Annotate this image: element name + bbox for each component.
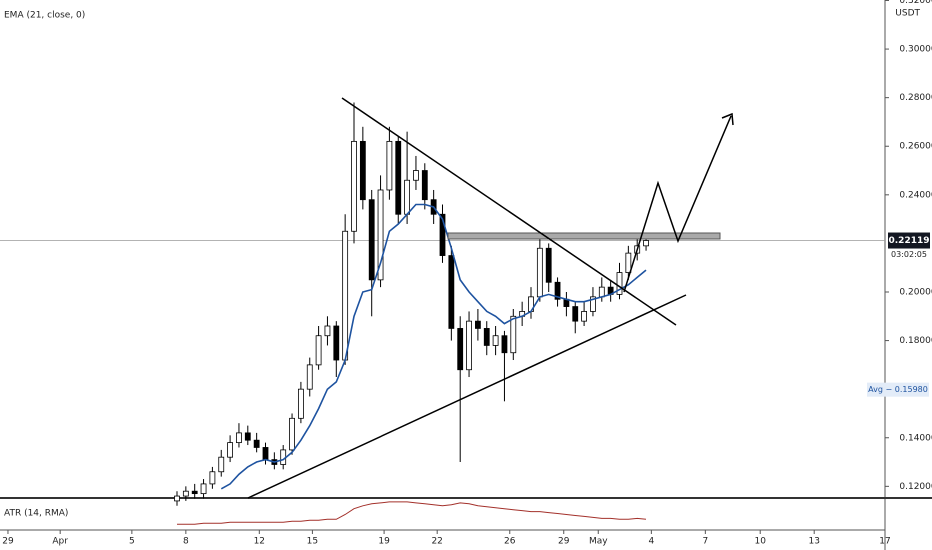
x-tick-label: 26	[504, 537, 516, 547]
x-tick-label: 29	[2, 537, 14, 547]
currency-label: USDT	[895, 9, 920, 19]
candle-body	[209, 471, 216, 485]
candle-body	[510, 315, 517, 354]
candle-body	[377, 189, 384, 281]
candle-body	[466, 320, 472, 371]
candle-body	[581, 311, 587, 322]
candle-body	[492, 335, 499, 346]
atr-line	[177, 501, 647, 525]
candle-body	[590, 296, 596, 312]
average-box	[867, 382, 929, 397]
x-tick-label: 7	[702, 537, 708, 547]
candle-body	[297, 388, 304, 419]
candle-body	[262, 447, 269, 461]
x-tick-label: Apr	[52, 537, 68, 547]
trend-line	[247, 294, 687, 499]
x-tick-label: 5	[129, 537, 135, 547]
candle-body	[457, 328, 464, 371]
candle-body	[351, 140, 357, 232]
x-tick-label: 4	[648, 537, 654, 547]
x-tick-label: 10	[754, 537, 766, 547]
x-tick-label: 13	[808, 537, 819, 547]
candle-body	[395, 140, 402, 215]
y-tick-label: 0.12000	[899, 482, 932, 492]
candle-body	[324, 325, 331, 337]
candle-body	[174, 495, 180, 502]
trend-line	[341, 97, 677, 326]
projection-arrow	[623, 115, 732, 293]
candle-body	[342, 230, 349, 361]
x-tick-label: 17	[879, 537, 890, 547]
candle-body	[554, 281, 561, 300]
candle-body	[386, 140, 393, 191]
candle-body	[359, 140, 366, 201]
candle-body	[253, 439, 260, 448]
candle-body	[616, 272, 623, 295]
candle-body	[421, 170, 428, 201]
candle-body	[501, 335, 508, 354]
candle-body	[289, 417, 295, 451]
candle-body	[315, 335, 322, 366]
average-label: Avg − 0.15980	[868, 385, 928, 394]
candle-body	[333, 325, 340, 361]
last-price-box	[888, 232, 930, 249]
candle-body	[625, 252, 632, 273]
last-price-label: 0.22119	[889, 236, 930, 246]
countdown-label: 03:02:05	[891, 250, 927, 259]
candle-body	[306, 364, 313, 390]
candle-body	[483, 328, 490, 346]
candle-body	[218, 456, 225, 473]
candle-body	[227, 442, 234, 458]
x-tick-label: 15	[307, 537, 318, 547]
candle-body	[244, 432, 251, 441]
arrow-head	[721, 112, 734, 126]
x-tick-label: 8	[183, 537, 189, 547]
candle-body	[182, 490, 189, 497]
x-tick-label: 29	[558, 537, 570, 547]
candle-body	[404, 179, 411, 215]
candle-body	[545, 247, 552, 283]
plot	[0, 0, 889, 534]
x-tick-label: 22	[431, 537, 442, 547]
candle-body	[643, 240, 649, 247]
candle-body	[368, 199, 375, 281]
candle-body	[536, 247, 543, 298]
candle-body	[439, 213, 446, 256]
ema-line	[220, 203, 647, 490]
candle-body	[598, 286, 605, 298]
resistance-zone	[447, 232, 721, 240]
candle-body	[236, 432, 242, 444]
candle-body	[572, 306, 579, 322]
indicator-label: EMA (21, close, 0)	[4, 11, 85, 21]
candle-body	[200, 483, 207, 495]
indicator-label: ATR (14, RMA)	[4, 509, 68, 519]
x-tick-label: May	[589, 537, 608, 547]
x-tick-label: 12	[254, 537, 265, 547]
candle-body	[474, 320, 481, 329]
candle-body	[413, 170, 419, 181]
candle-body	[448, 255, 455, 329]
candle-body	[191, 490, 198, 495]
x-tick-label: 19	[378, 537, 390, 547]
